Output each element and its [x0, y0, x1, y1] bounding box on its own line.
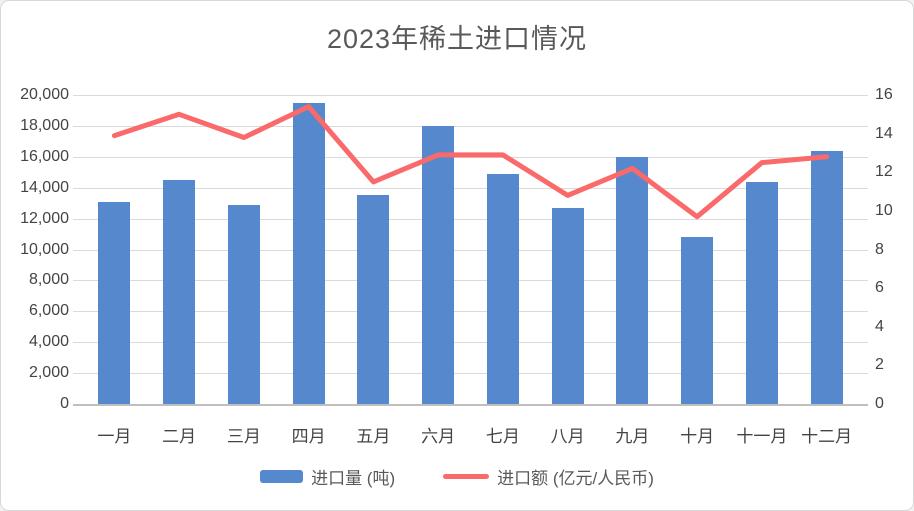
gridline — [73, 311, 868, 313]
x-axis-label: 十二月 — [801, 427, 853, 446]
line-series-swatch-icon — [443, 474, 490, 479]
gridline — [73, 373, 868, 375]
legend-item-import-volume: 进口量 (吨) — [260, 464, 395, 489]
left-axis-tick-label: 14,000 — [20, 178, 69, 196]
legend-item-import-value: 进口额 (亿元/人民币) — [443, 464, 654, 489]
x-axis-label: 四月 — [291, 427, 326, 446]
right-axis-tick-label: 14 — [875, 124, 893, 142]
gridline — [73, 95, 868, 96]
right-axis-tick-label: 16 — [875, 86, 893, 103]
import-volume-bar — [681, 237, 714, 404]
gridline — [73, 280, 868, 282]
right-axis-tick-label: 10 — [875, 201, 893, 219]
right-axis-tick-label: 8 — [875, 240, 884, 258]
right-axis-tick-label: 12 — [875, 163, 893, 181]
left-axis-tick-label: 6,000 — [28, 302, 69, 320]
right-axis-tick-label: 4 — [875, 317, 884, 335]
import-volume-bar — [422, 125, 455, 404]
import-volume-bar — [98, 201, 131, 404]
x-axis-label: 三月 — [226, 427, 261, 446]
import-volume-bar — [745, 181, 778, 404]
import-volume-bar — [810, 150, 843, 404]
left-axis-tick-label: 4,000 — [28, 333, 69, 351]
gridline — [73, 342, 868, 344]
left-axis-tick-label: 18,000 — [20, 116, 69, 134]
left-axis-tick-label: 10,000 — [20, 240, 69, 258]
x-axis-label: 十一月 — [736, 427, 788, 446]
left-axis-tick-label: 12,000 — [20, 209, 69, 227]
chart-title: 2023年稀土进口情况 — [326, 24, 588, 54]
x-axis-label: 八月 — [550, 427, 585, 446]
gridline — [73, 249, 868, 251]
x-axis-label: 五月 — [356, 427, 391, 446]
import-volume-bar — [486, 173, 519, 404]
import-volume-bar — [163, 179, 196, 404]
import-volume-bar — [357, 195, 390, 404]
x-axis-label: 一月 — [97, 427, 132, 446]
right-axis-tick-label: 2 — [875, 356, 884, 374]
left-axis-tick-label: 8,000 — [28, 271, 69, 289]
gridline — [73, 218, 868, 220]
import-volume-bar — [292, 102, 325, 404]
gridline — [73, 125, 868, 127]
x-axis-label: 六月 — [421, 427, 456, 446]
import-value-line — [111, 104, 830, 220]
x-axis-label: 二月 — [162, 427, 197, 446]
x-axis-label: 九月 — [615, 427, 650, 446]
import-volume-bar — [551, 207, 584, 404]
left-axis-tick-label: 16,000 — [20, 147, 69, 165]
legend-label-import-volume: 进口量 (吨) — [311, 469, 396, 488]
left-axis-tick-label: 2,000 — [28, 364, 69, 382]
legend: 进口量 (吨) 进口额 (亿元/人民币) — [1, 464, 913, 489]
import-volume-bar — [616, 156, 649, 404]
x-axis-line — [73, 404, 868, 406]
legend-label-import-value: 进口额 (亿元/人民币) — [497, 469, 654, 488]
gridline — [73, 187, 868, 189]
right-axis-tick-label: 6 — [875, 279, 884, 297]
x-axis-label: 十月 — [680, 427, 715, 446]
import-volume-bar — [227, 204, 260, 404]
left-axis-tick-label: 0 — [60, 395, 69, 412]
bar-series — [82, 95, 859, 404]
left-axis-tick-label: 20,000 — [20, 86, 69, 103]
right-axis-tick-label: 0 — [875, 395, 884, 412]
x-axis-label: 七月 — [485, 427, 520, 446]
line-series — [111, 104, 830, 220]
bar-series-swatch-icon — [260, 470, 304, 483]
